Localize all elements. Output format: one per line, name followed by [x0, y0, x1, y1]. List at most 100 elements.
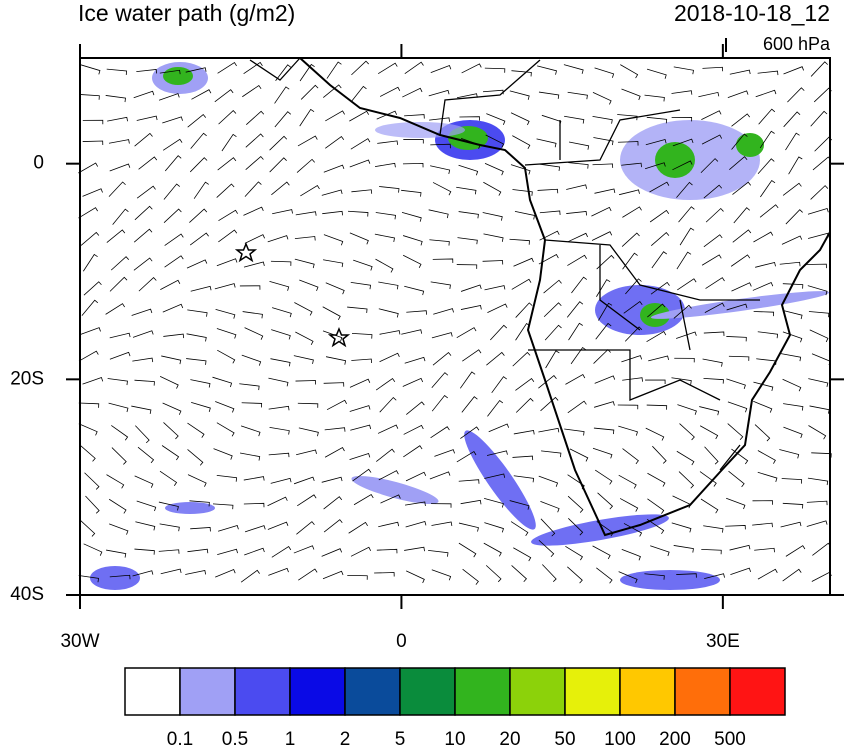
wind-barb — [322, 306, 341, 321]
plot-frame — [79, 57, 831, 596]
wind-barb — [268, 567, 289, 576]
wind-barb — [702, 358, 723, 367]
wind-barb — [779, 449, 800, 459]
wind-barb — [811, 452, 832, 458]
wind-barb — [105, 303, 126, 315]
wind-barb — [189, 208, 208, 223]
wind-barb — [325, 135, 345, 149]
wind-barb — [567, 566, 583, 584]
wind-barb — [811, 571, 832, 582]
wind-barb — [323, 234, 344, 246]
coastline — [299, 57, 831, 537]
wind-barb — [753, 311, 775, 317]
wind-barb — [514, 210, 535, 220]
wind-barb — [591, 231, 613, 241]
cloud-field — [90, 62, 830, 590]
wind-barb — [486, 351, 505, 366]
wind-barb — [544, 324, 562, 341]
wind-barb — [594, 188, 616, 194]
wind-barb — [457, 237, 478, 245]
wind-barb — [134, 132, 153, 147]
wind-barb — [350, 138, 371, 150]
wind-barb — [703, 234, 723, 248]
wind-barb — [812, 156, 832, 171]
wind-barb — [164, 255, 184, 268]
wind-barb — [652, 445, 667, 464]
wind-barb — [239, 285, 261, 290]
wind-barb — [509, 238, 530, 245]
wind-barb — [159, 523, 180, 532]
wind-barb — [322, 210, 343, 216]
wind-barb — [374, 572, 395, 577]
wind-barb — [406, 570, 425, 584]
wind-barb — [132, 330, 154, 338]
wind-barb — [217, 157, 237, 171]
wind-barb — [351, 60, 369, 76]
wind-barb — [84, 472, 100, 490]
wind-barb — [218, 524, 239, 532]
wind-barb — [678, 206, 695, 223]
wind-barb — [485, 565, 502, 583]
wind-barb — [240, 569, 260, 583]
wind-barb — [294, 302, 313, 316]
wind-barb — [813, 87, 832, 103]
wind-barb — [731, 113, 751, 127]
wind-barb — [487, 303, 508, 313]
wind-barb — [703, 331, 725, 336]
wind-barb — [645, 379, 666, 384]
wind-barb — [216, 258, 238, 267]
wind-barb — [352, 468, 372, 482]
wind-barb — [752, 522, 773, 528]
wind-barb — [299, 108, 315, 127]
wind-barb — [350, 424, 372, 431]
wind-barb — [731, 282, 752, 292]
wind-barb — [621, 232, 640, 247]
wind-barb — [621, 162, 642, 168]
wind-barb — [107, 378, 128, 386]
wind-barb — [807, 207, 829, 215]
wind-barb — [379, 330, 401, 335]
wind-barb — [456, 93, 478, 99]
wind-barb — [241, 354, 262, 366]
wind-barb — [541, 450, 562, 458]
wind-barb — [375, 212, 397, 220]
wind-barb — [187, 474, 207, 487]
wind-barb — [483, 542, 502, 557]
wind-barb — [326, 399, 347, 411]
wind-barb — [134, 205, 153, 221]
wind-barb — [350, 546, 372, 557]
wind-barb — [702, 66, 724, 72]
lat-label: 0 — [33, 153, 44, 174]
wind-barb — [806, 520, 828, 527]
wind-barb — [617, 114, 638, 121]
wind-barb — [539, 163, 561, 172]
wind-barb — [646, 518, 665, 535]
wind-barb — [189, 232, 209, 246]
wind-barb — [295, 331, 314, 345]
wind-barb — [430, 143, 451, 149]
wind-barb — [461, 396, 478, 413]
wind-barb — [810, 185, 829, 200]
wind-barb — [703, 525, 724, 533]
wind-barb — [462, 349, 482, 362]
wind-barb — [191, 89, 212, 100]
wind-barb — [347, 574, 368, 580]
wind-barb — [755, 261, 776, 268]
wind-barb — [158, 501, 179, 511]
wind-barb — [347, 306, 368, 313]
colorbar-box — [289, 667, 346, 716]
wind-barb — [779, 261, 801, 267]
wind-barb — [617, 141, 639, 146]
wind-barb — [299, 63, 315, 82]
wind-barb — [214, 283, 236, 290]
wind-barb — [592, 92, 612, 105]
wind-barb — [295, 211, 317, 216]
wind-barb — [647, 303, 666, 318]
wind-barb — [134, 475, 154, 488]
wind-barb — [136, 115, 158, 121]
wind-barb — [82, 377, 104, 385]
wind-barb — [622, 252, 638, 270]
wind-barb — [159, 470, 178, 486]
wind-barb — [726, 497, 746, 510]
wind-barb — [135, 425, 150, 444]
